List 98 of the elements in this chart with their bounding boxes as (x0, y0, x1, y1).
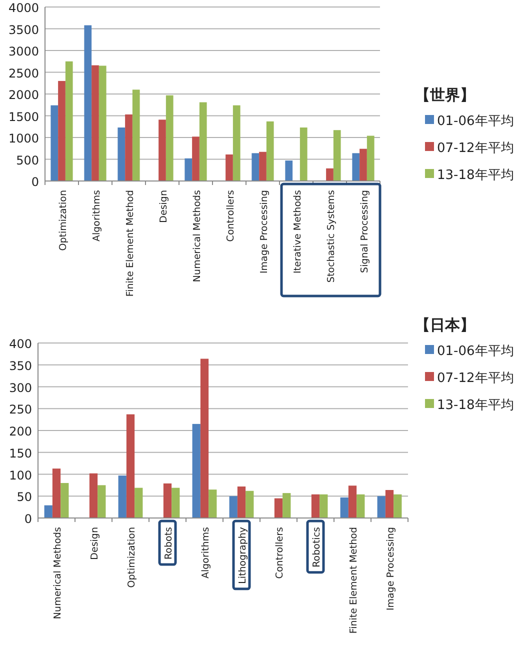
y-tick-label: 100 (9, 468, 32, 482)
bar (172, 488, 180, 518)
y-tick-label: 250 (9, 402, 32, 417)
y-tick-label: 200 (9, 424, 32, 438)
legend-label: 13-18年平均 (437, 168, 514, 183)
y-tick-label: 50 (16, 490, 32, 504)
x-tick-label: Optimization (126, 527, 138, 588)
x-tick-label: Design (158, 190, 170, 223)
bar (163, 483, 172, 518)
y-tick-label: 500 (16, 153, 39, 168)
bar (134, 488, 143, 518)
bar (246, 490, 254, 518)
y-tick-label: 150 (9, 446, 32, 460)
x-tick-label: Numerical Methods (52, 526, 64, 620)
bar (192, 424, 200, 518)
bar (300, 127, 308, 181)
x-tick-label: Finite Element Method (124, 190, 136, 297)
bar (340, 497, 348, 518)
bar (385, 490, 394, 518)
y-tick-label: 400 (9, 337, 32, 351)
x-tick-label: Lithography (238, 526, 248, 584)
bar (200, 358, 209, 518)
x-tick-label: Algorithms (91, 190, 102, 242)
bar (366, 136, 374, 181)
bar (118, 476, 126, 518)
bar (208, 490, 217, 518)
bar (44, 505, 52, 518)
x-tick-label: Stochastic Systems (326, 190, 337, 283)
bar (232, 105, 240, 181)
bar (158, 120, 166, 181)
y-tick-label: 4000 (8, 1, 39, 15)
y-tick-label: 300 (9, 380, 32, 395)
x-tick-label: Algorithms (200, 526, 212, 578)
bar (274, 498, 283, 518)
bar (126, 414, 135, 518)
legend-title: 【日本】 (415, 316, 475, 334)
bar (89, 473, 98, 518)
bar (266, 121, 274, 181)
bar (226, 154, 233, 181)
bar (58, 80, 66, 181)
legend-label: 07-12年平均 (437, 141, 514, 156)
bar (326, 168, 334, 181)
bar (252, 153, 260, 181)
bar (282, 493, 291, 518)
x-tick-label: Robotics (312, 526, 322, 568)
bar (166, 95, 174, 181)
bar (60, 483, 69, 518)
y-tick-label: 2500 (8, 66, 39, 80)
x-tick-label: Image Processing (258, 190, 270, 274)
bar (333, 130, 341, 181)
x-tick-label: Design (90, 527, 100, 560)
bar (229, 496, 238, 518)
bar (98, 485, 106, 518)
bar (320, 494, 328, 518)
bar (348, 486, 357, 518)
bar (356, 494, 365, 518)
x-tick-label: Numerical Methods (192, 190, 203, 282)
y-tick-label: 1500 (8, 110, 39, 124)
legend-label: 01-06年平均 (437, 114, 514, 129)
bar (394, 494, 402, 518)
bar (65, 61, 73, 181)
x-tick-label: Signal Processing (359, 190, 370, 273)
bar (285, 160, 293, 181)
x-tick-label: Robots (164, 526, 174, 560)
bar (311, 494, 320, 518)
x-tick-label: Iterative Methods (292, 190, 304, 274)
y-tick-label: 3000 (8, 44, 39, 58)
bar (118, 127, 126, 181)
legend-label: 13-18年平均 (437, 398, 514, 413)
x-tick-label: Controllers (274, 526, 286, 579)
bar (50, 105, 58, 181)
y-tick-label: 3500 (8, 22, 39, 37)
bar (184, 158, 192, 181)
legend-label: 07-12年平均 (437, 371, 514, 386)
y-tick-label: 0 (24, 512, 32, 526)
x-tick-label: Optimization (58, 190, 69, 251)
legend-title: 【世界】 (415, 86, 475, 104)
bar (199, 102, 207, 181)
y-tick-label: 0 (31, 175, 39, 189)
bar (52, 468, 61, 518)
bar (98, 66, 106, 181)
bar (92, 65, 99, 181)
y-tick-label: 1000 (8, 132, 39, 146)
bar (192, 136, 200, 181)
bar (132, 90, 140, 181)
bar (259, 152, 266, 181)
bar (377, 496, 386, 518)
y-tick-label: 2000 (8, 88, 39, 102)
bar (125, 114, 132, 181)
legend-label: 01-06年平均 (437, 344, 514, 359)
bar (352, 153, 360, 181)
bar (237, 486, 246, 518)
y-tick-label: 350 (9, 358, 32, 373)
x-tick-label: Controllers (225, 190, 236, 242)
x-tick-label: Image Processing (386, 527, 396, 611)
x-tick-label: Finite Element Method (348, 527, 360, 634)
bar (360, 148, 367, 181)
bar (84, 25, 92, 181)
